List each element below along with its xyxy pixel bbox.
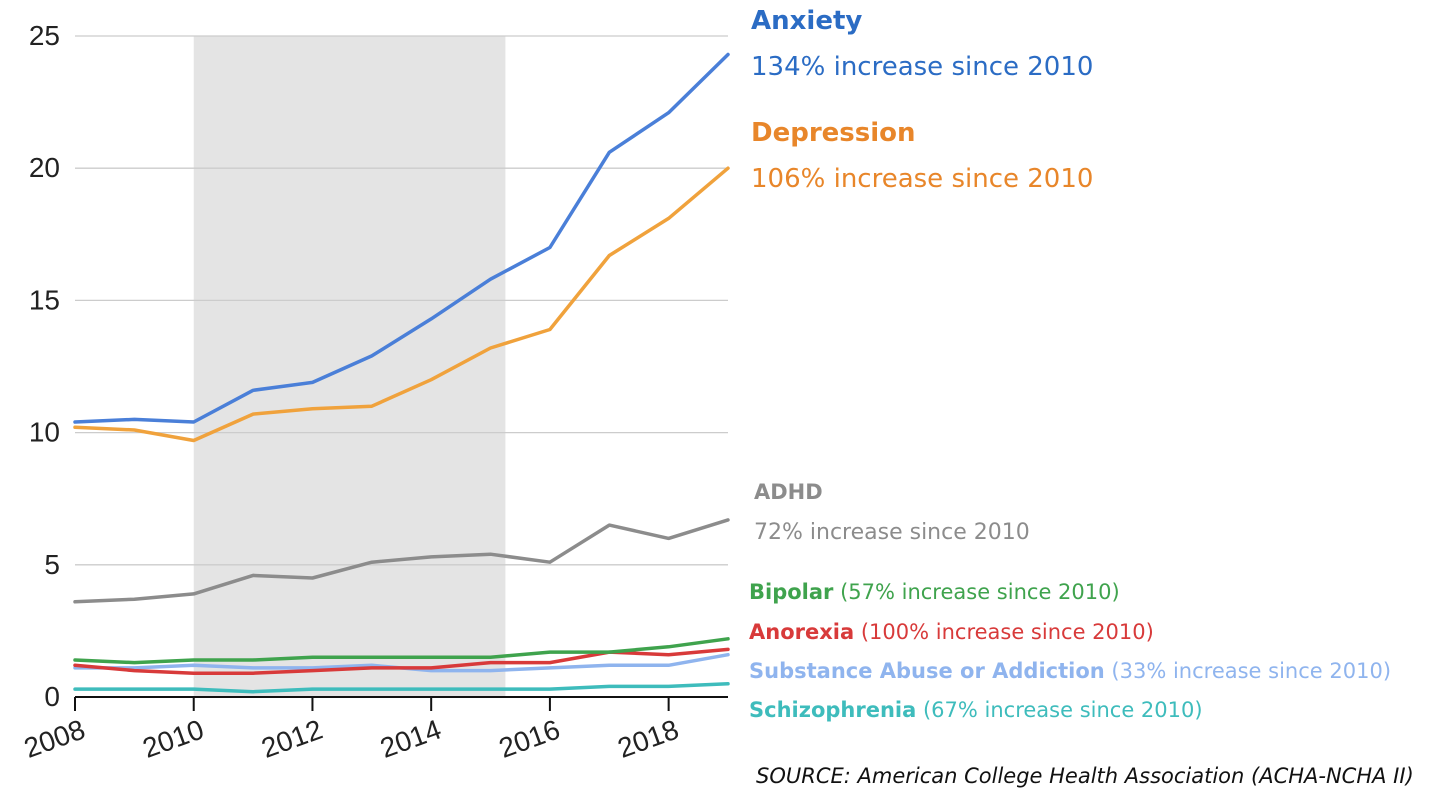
substance-annotation: Substance Abuse or Addiction (33% increa… [749, 659, 1391, 683]
anxiety-label: Anxiety [751, 6, 863, 36]
y-tick-label-5: 5 [44, 549, 60, 580]
y-tick-label-15: 15 [29, 284, 60, 315]
x-axis-ticks: 2008 2010 2012 2014 2016 2018 [20, 714, 683, 764]
y-tick-label-25: 25 [29, 20, 60, 51]
source-note: SOURCE: American College Health Associat… [756, 764, 1414, 788]
y-tick-label-10: 10 [29, 417, 60, 448]
depression-label: Depression [751, 118, 916, 148]
adhd-annotation: ADHD 72% increase since 2010 [754, 480, 1030, 545]
adhd-label: ADHD [754, 480, 823, 504]
series-line-bipolar [73, 637, 730, 665]
adhd-increase: 72% increase since 2010 [754, 520, 1030, 545]
anorexia-label: Anorexia [749, 620, 855, 644]
y-axis-ticks: 0 5 10 15 20 25 [29, 20, 60, 712]
bipolar-label: Bipolar [749, 580, 834, 604]
bipolar-increase: (57% increase since 2010) [840, 580, 1120, 604]
x-tick-label-2008: 2008 [20, 714, 89, 764]
x-tick-label-2014: 2014 [376, 714, 445, 764]
x-axis [74, 696, 728, 711]
schizophrenia-increase: (67% increase since 2010) [922, 698, 1203, 722]
series-line-depression [73, 166, 730, 443]
x-tick-label-2012: 2012 [257, 714, 326, 764]
y-tick-label-0: 0 [44, 681, 60, 712]
series-line-adhd [73, 518, 730, 604]
substance-label: Substance Abuse or Addiction [749, 659, 1105, 683]
y-tick-label-20: 20 [29, 152, 60, 183]
anorexia-increase: (100% increase since 2010) [860, 620, 1154, 644]
gridlines [75, 35, 728, 566]
schizophrenia-annotation: Schizophrenia (67% increase since 2010) [749, 698, 1203, 722]
x-tick-label-2018: 2018 [614, 714, 683, 764]
depression-annotation: Depression 106% increase since 2010 [751, 118, 1093, 194]
anxiety-annotation: Anxiety 134% increase since 2010 [751, 6, 1093, 82]
anxiety-increase: 134% increase since 2010 [751, 52, 1094, 82]
bipolar-annotation: Bipolar (57% increase since 2010) [749, 580, 1120, 604]
substance-increase: (33% increase since 2010) [1111, 659, 1392, 683]
depression-increase: 106% increase since 2010 [751, 164, 1094, 194]
x-tick-label-2010: 2010 [139, 714, 208, 764]
series-lines [73, 52, 730, 694]
schizophrenia-label: Schizophrenia [749, 698, 917, 722]
series-line-anxiety [73, 52, 730, 424]
x-tick-label-2016: 2016 [495, 714, 564, 764]
anorexia-annotation: Anorexia (100% increase since 2010) [749, 620, 1154, 644]
series-line-schizophrenia [73, 682, 730, 694]
